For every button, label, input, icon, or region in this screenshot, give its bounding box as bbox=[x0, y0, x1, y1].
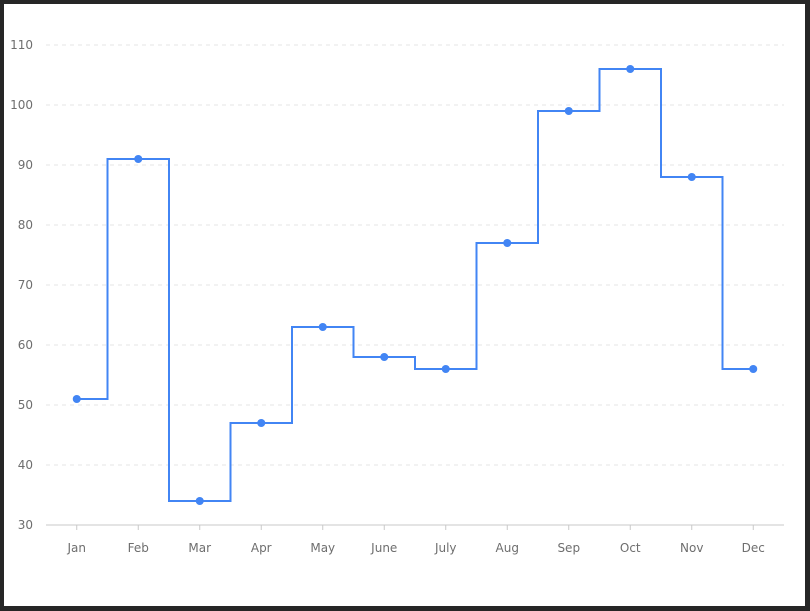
data-point-july bbox=[441, 365, 450, 373]
data-point-apr bbox=[257, 419, 266, 427]
x-tick-label-jan: Jan bbox=[67, 541, 87, 555]
data-point-mar bbox=[195, 497, 204, 505]
x-axis: Jan Feb Mar Apr May June July Aug Sep Oct Nov Dec bbox=[46, 524, 784, 555]
series-group bbox=[72, 65, 758, 505]
data-point-dec bbox=[749, 365, 758, 373]
x-tick-label-oct: Oct bbox=[620, 541, 641, 555]
data-point-june bbox=[380, 353, 389, 361]
y-tick-label-30: 30 bbox=[18, 518, 33, 532]
x-tick-label-june: June bbox=[370, 541, 397, 555]
y-tick-label-60: 60 bbox=[18, 338, 33, 352]
y-tick-label-50: 50 bbox=[18, 398, 33, 412]
y-tick-label-40: 40 bbox=[18, 458, 33, 472]
chart-frame: 30 40 50 60 70 80 90 100 110 Jan Feb Mar Apr May June… bbox=[4, 4, 805, 606]
data-point-jan bbox=[72, 395, 81, 403]
data-point-sep bbox=[564, 107, 573, 115]
y-tick-label-90: 90 bbox=[18, 158, 33, 172]
x-tick-label-mar: Mar bbox=[188, 541, 211, 555]
y-tick-label-110: 110 bbox=[10, 38, 33, 52]
y-tick-label-80: 80 bbox=[18, 218, 33, 232]
x-tick-label-may: May bbox=[310, 541, 335, 555]
y-tick-label-100: 100 bbox=[10, 98, 33, 112]
data-point-feb bbox=[134, 155, 143, 163]
step-line-chart: 30 40 50 60 70 80 90 100 110 Jan Feb Mar Apr May June… bbox=[10, 38, 784, 555]
grid bbox=[46, 44, 784, 466]
x-tick-label-aug: Aug bbox=[496, 541, 519, 555]
x-tick-label-sep: Sep bbox=[557, 541, 580, 555]
data-point-oct bbox=[626, 65, 635, 73]
x-tick-label-dec: Dec bbox=[742, 541, 765, 555]
x-tick-label-feb: Feb bbox=[128, 541, 149, 555]
x-tick-label-apr: Apr bbox=[251, 541, 272, 555]
data-point-may bbox=[318, 323, 327, 331]
y-tick-label-70: 70 bbox=[18, 278, 33, 292]
data-point-nov bbox=[687, 173, 696, 181]
x-tick-label-july: July bbox=[434, 541, 457, 555]
data-point-aug bbox=[503, 239, 512, 247]
x-tick-label-nov: Nov bbox=[680, 541, 703, 555]
y-axis-labels: 30 40 50 60 70 80 90 100 110 bbox=[10, 38, 33, 532]
series-line-0 bbox=[76, 68, 754, 502]
